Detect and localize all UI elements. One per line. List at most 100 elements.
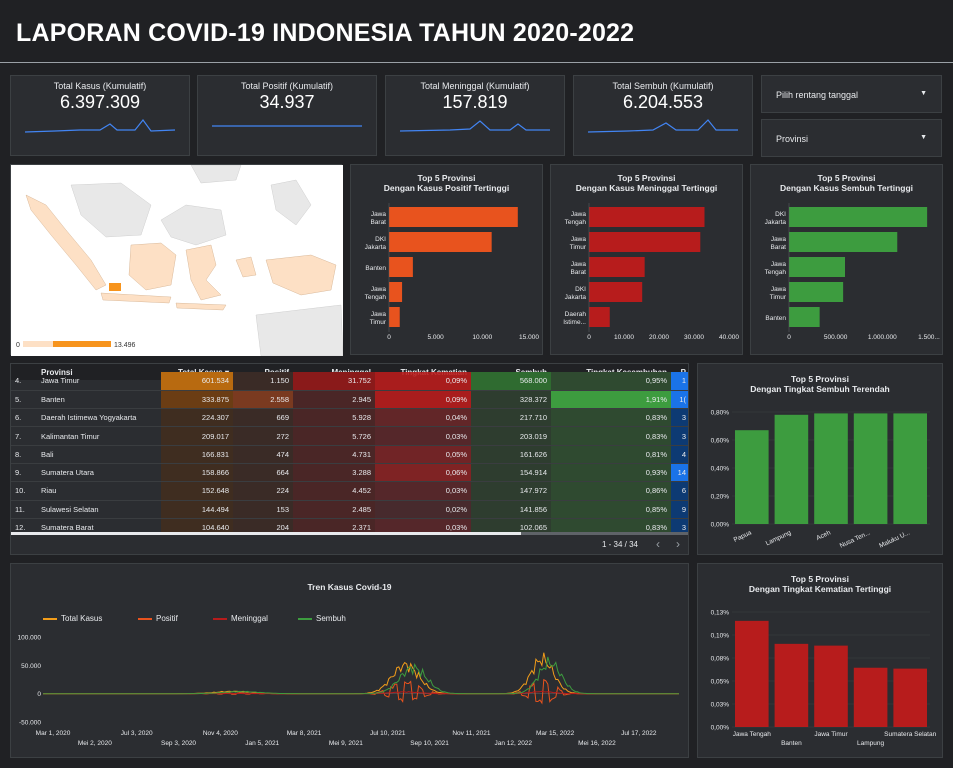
chart-top-meninggal[interactable]: Top 5 Provinsi Dengan Kasus Meninggal Te…: [550, 164, 743, 355]
table-row[interactable]: 8. Bali 166.831 474 4.731 0,05% 161.626 0,81% 4: [11, 445, 688, 464]
chart-svg: JawaBaratDKIJakartaBantenJawaTengahJawaT…: [365, 203, 539, 341]
legend-swatch: [213, 617, 227, 620]
province-filter[interactable]: Provinsi ▼: [761, 119, 942, 157]
bar: [789, 257, 845, 277]
category-label: Barat: [570, 269, 586, 276]
x-tick-label: Jul 3, 2020: [121, 730, 153, 737]
bar: [853, 667, 888, 727]
chart-sembuh-terendah[interactable]: Top 5 Provinsi Dengan Tingkat Sembuh Ter…: [697, 363, 943, 555]
pagination-label: 1 - 34 / 34: [601, 540, 638, 549]
table-cell: 224: [233, 481, 293, 501]
category-label: Istime...: [563, 319, 586, 326]
chart-title-text: Top 5 Provinsi Dengan Kasus Positif Tert…: [383, 173, 510, 193]
kpi-total-sembuh[interactable]: Total Sembuh (Kumulatif) 6.204.553: [573, 75, 753, 156]
chart-top-sembuh[interactable]: Top 5 Provinsi Dengan Kasus Sembuh Terti…: [750, 164, 943, 355]
table-cell: 0,83%: [551, 518, 671, 534]
province-table[interactable]: ProvinsiTotal Kasus ▾PositifMeninggalTin…: [10, 363, 689, 555]
table-cell: Kalimantan Timur: [37, 426, 161, 446]
table-cell: 4: [671, 445, 688, 464]
y-tick-label: 0,00%: [711, 725, 730, 732]
x-tick-label: 1.000.000: [868, 334, 897, 341]
x-tick-label: Mar 15, 2022: [536, 730, 575, 737]
x-tick-label: Mei 16, 2022: [578, 740, 616, 747]
date-range-picker[interactable]: Pilih rentang tanggal ▼: [761, 75, 942, 113]
chart-kematian-tertinggi[interactable]: Top 5 Provinsi Dengan Tingkat Kematian T…: [697, 563, 943, 758]
bar: [893, 413, 927, 524]
table-cell: 9.: [11, 463, 37, 483]
table-cell: 4.731: [293, 445, 375, 464]
legend-item[interactable]: Positif: [138, 614, 178, 623]
chart-trend[interactable]: Tren Kasus Covid-19 Total Kasus Positif Me…: [10, 563, 689, 758]
chart-title-text: Top 5 Provinsi Dengan Kasus Meninggal Te…: [575, 173, 718, 193]
kpi-total-kasus[interactable]: Total Kasus (Kumulatif) 6.397.309: [10, 75, 190, 156]
table-cell: 9: [671, 500, 688, 519]
x-tick-label: Sumatera Selatan: [884, 731, 936, 738]
prev-page-icon[interactable]: ‹: [656, 537, 660, 551]
category-label: Timur: [370, 319, 387, 326]
y-tick-label: -50.000: [19, 720, 41, 727]
x-tick-label: 10.000: [614, 334, 634, 341]
chart-title: Top 5 Provinsi Dengan Kasus Meninggal Te…: [551, 173, 742, 193]
series-line: [43, 652, 679, 695]
x-tick-label: Mei 2, 2020: [78, 740, 112, 747]
table-cell: 154.914: [471, 463, 551, 483]
chart-title-text: Top 5 Provinsi Dengan Tingkat Sembuh Ter…: [750, 374, 890, 394]
table-cell: 328.372: [471, 390, 551, 410]
chart-top-positif[interactable]: Top 5 Provinsi Dengan Kasus Positif Tert…: [350, 164, 543, 355]
table-cell: 141.856: [471, 500, 551, 519]
category-label: Jawa: [371, 211, 387, 218]
table-row[interactable]: 11. Sulawesi Selatan 144.494 153 2.485 0,02% 1…: [11, 500, 688, 519]
table-cell: 0,95%: [551, 372, 671, 391]
kpi-label: Total Sembuh (Kumulatif): [612, 81, 714, 91]
table-cell: Sumatera Utara: [37, 463, 161, 483]
horizontal-scrollbar[interactable]: [11, 532, 688, 535]
table-cell: 5.: [11, 390, 37, 410]
table-footer: 1 - 34 / 34 ‹ ›: [11, 534, 688, 554]
kpi-total-meninggal[interactable]: Total Meninggal (Kumulatif) 157.819: [385, 75, 565, 156]
map-canvas: 0 13.496: [11, 164, 344, 357]
table-cell: 153: [233, 500, 293, 519]
bar: [735, 620, 769, 727]
chart-svg: 0,00% 0,03% 0,05% 0,08% 0,10% 0,13% Jawa Tenga…: [711, 610, 937, 748]
table-row[interactable]: 10. Riau 152.648 224 4.452 0,03% 147.972 0,86% 6: [11, 481, 688, 501]
table-row[interactable]: 9. Sumatera Utara 158.866 664 3.288 0,06% 154.…: [11, 463, 688, 483]
y-tick-label: 0,13%: [711, 610, 730, 617]
legend-item[interactable]: Meninggal: [213, 614, 268, 623]
bar: [589, 307, 610, 327]
table-cell: Riau: [37, 481, 161, 501]
legend-label: Sembuh: [316, 614, 346, 623]
table-viewport[interactable]: ProvinsiTotal Kasus ▾PositifMeninggalTin…: [11, 364, 688, 534]
next-page-icon[interactable]: ›: [676, 537, 680, 551]
caret-down-icon: ▼: [920, 90, 927, 97]
bar: [589, 282, 643, 302]
table-row[interactable]: 12. Sumatera Barat 104.640 204 2.371 0,03% 102…: [11, 518, 688, 534]
category-label: Tengah: [565, 219, 587, 226]
kpi-label: Total Positif (Kumulatif): [240, 81, 334, 91]
category-label: Banten: [765, 315, 786, 322]
kpi-label: Total Meninggal (Kumulatif): [420, 81, 530, 91]
table-row[interactable]: 7. Kalimantan Timur 209.017 272 5.726 0,03% 20…: [11, 426, 688, 446]
x-tick-label: Mei 9, 2021: [329, 740, 363, 747]
table-cell: 669: [233, 408, 293, 428]
x-tick-label: Jan 12, 2022: [494, 740, 532, 747]
kpi-total-positif[interactable]: Total Positif (Kumulatif) 34.937: [197, 75, 377, 156]
indonesia-map[interactable]: 0 13.496: [10, 164, 344, 357]
legend-item[interactable]: Sembuh: [298, 614, 346, 623]
table-row[interactable]: 5. Banten 333.875 2.558 2.945 0,09% 328.372 1,9…: [11, 390, 688, 410]
table-cell: 10.: [11, 481, 37, 501]
chart-title: Top 5 Provinsi Dengan Kasus Sembuh Terti…: [751, 173, 942, 193]
map-legend-max: 13.496: [114, 342, 136, 349]
category-label: DKI: [375, 236, 386, 243]
table-cell: 1,91%: [551, 390, 671, 410]
x-tick-label: Banten: [781, 740, 802, 747]
chart-svg: JawaTengahJawaTimurJawaBaratDKIJakartaDa…: [563, 203, 739, 341]
table-row[interactable]: 4. Jawa Timur 601.534 1.150 31.752 0,09% 568.0…: [11, 372, 688, 391]
table-cell: 0,03%: [375, 426, 471, 446]
table-cell: 3: [671, 518, 688, 534]
kpi-value: 6.204.553: [622, 92, 704, 112]
x-tick-label: Lampung: [765, 529, 793, 547]
legend-label: Positif: [156, 614, 178, 623]
legend-item[interactable]: Total Kasus: [43, 614, 102, 623]
table-row[interactable]: 6. Daerah Istimewa Yogyakarta 224.307 669 5.…: [11, 408, 688, 428]
x-tick-label: 15.000: [519, 334, 539, 341]
